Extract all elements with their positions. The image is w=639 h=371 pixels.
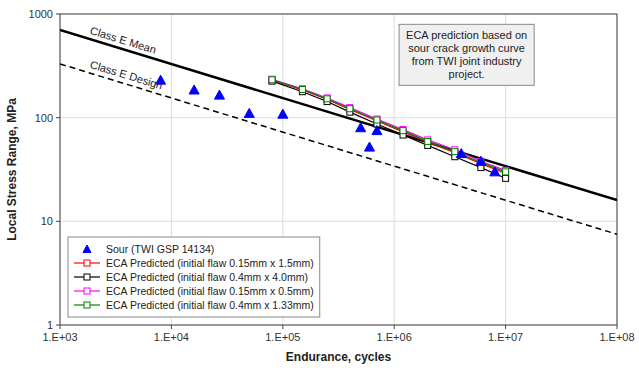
point bbox=[374, 118, 380, 124]
reference-line-label: Class E Design bbox=[89, 58, 164, 91]
point bbox=[490, 167, 500, 176]
reference-line bbox=[60, 64, 617, 234]
x-axis-label: Endurance, cycles bbox=[286, 350, 392, 364]
legend-item: ECA Predicted (initial flaw 0.15mm x 0.5… bbox=[74, 285, 314, 297]
annotation-text: ECA prediction based onsour crack growth… bbox=[406, 29, 527, 80]
y-tick bbox=[56, 14, 60, 15]
series bbox=[269, 76, 509, 173]
x-tick-label: 1.E+05 bbox=[265, 331, 300, 343]
legend: Sour (TWI GSP 14134) ECA Predicted (initi… bbox=[68, 237, 320, 317]
point bbox=[374, 116, 380, 122]
point bbox=[425, 138, 431, 144]
point bbox=[452, 149, 458, 155]
point bbox=[324, 95, 330, 101]
annotation-box bbox=[399, 24, 534, 85]
point bbox=[299, 86, 305, 92]
x-tick-label: 1.E+03 bbox=[42, 331, 77, 343]
legend-item: ECA Predicted (initial flaw 0.4mm x 1.33… bbox=[74, 299, 314, 311]
legend-label: Sour (TWI GSP 14134) bbox=[106, 243, 214, 255]
reference-line-label: Class E Mean bbox=[89, 24, 158, 55]
legend-item: Sour (TWI GSP 14134) bbox=[83, 243, 214, 255]
legend-label: ECA Predicted (initial flaw 0.15mm x 1.5… bbox=[106, 257, 314, 269]
series bbox=[269, 77, 509, 175]
series bbox=[269, 78, 509, 181]
annotation: ECA prediction based onsour crack growth… bbox=[399, 24, 534, 85]
point bbox=[425, 139, 431, 145]
legend-swatch-marker bbox=[84, 288, 90, 294]
annotation-line: from TWI joint industry bbox=[412, 55, 522, 67]
point bbox=[456, 149, 466, 158]
x-tick-label: 1.E+07 bbox=[488, 331, 523, 343]
x-tick-label: 1.E+06 bbox=[377, 331, 412, 343]
point bbox=[347, 106, 353, 112]
y-axis-label: Local Stress Range, MPa bbox=[5, 98, 19, 241]
point bbox=[269, 77, 275, 83]
legend-swatch-marker bbox=[84, 302, 90, 308]
x-tick bbox=[60, 325, 61, 329]
point bbox=[299, 87, 305, 93]
point bbox=[299, 86, 305, 92]
y-tick-label: 1 bbox=[47, 319, 53, 331]
x-tick bbox=[505, 325, 506, 329]
legend-label: ECA Predicted (initial flaw 0.4mm x 4.0m… bbox=[106, 271, 308, 283]
annotation-line: sour crack growth curve bbox=[408, 42, 525, 54]
series-line bbox=[272, 81, 506, 178]
legend-swatch-marker bbox=[84, 274, 90, 280]
series bbox=[269, 77, 509, 176]
y-tick bbox=[56, 221, 60, 222]
point bbox=[278, 109, 288, 118]
y-grid-line bbox=[60, 221, 617, 222]
x-tick bbox=[282, 325, 283, 329]
x-tick bbox=[394, 325, 395, 329]
point bbox=[476, 156, 486, 165]
y-tick-label: 10 bbox=[41, 215, 53, 227]
series-line bbox=[272, 80, 506, 172]
point bbox=[372, 126, 382, 135]
grid bbox=[60, 14, 617, 325]
point bbox=[503, 169, 509, 175]
plot-area bbox=[60, 14, 617, 325]
chart: 1.E+03 1.E+04 1.E+05 1.E+06 1.E+07 1.E+08 1 10 1… bbox=[0, 0, 639, 371]
point bbox=[269, 77, 275, 83]
point bbox=[374, 117, 380, 123]
x-tick-label: 1.E+04 bbox=[154, 331, 189, 343]
y-tick-label: 100 bbox=[35, 112, 53, 124]
y-tick bbox=[56, 325, 60, 326]
point bbox=[356, 123, 366, 132]
x-tick-label: 1.E+08 bbox=[599, 331, 634, 343]
legend-swatch-marker bbox=[84, 260, 90, 266]
legend-item: ECA Predicted (initial flaw 0.4mm x 4.0m… bbox=[74, 271, 308, 283]
plot-frame bbox=[60, 14, 617, 325]
point bbox=[503, 175, 509, 181]
point bbox=[214, 90, 224, 99]
point bbox=[400, 128, 406, 134]
point bbox=[244, 108, 254, 117]
point bbox=[324, 96, 330, 102]
point bbox=[189, 85, 199, 94]
x-grid-line bbox=[394, 14, 395, 325]
legend-swatch-marker bbox=[83, 245, 91, 253]
point bbox=[269, 76, 275, 82]
y-tick bbox=[56, 117, 60, 118]
legend-item: ECA Predicted (initial flaw 0.15mm x 1.5… bbox=[74, 257, 314, 269]
point bbox=[324, 96, 330, 102]
y-grid-line bbox=[60, 117, 617, 118]
legend-box bbox=[68, 237, 320, 317]
x-tick bbox=[617, 325, 618, 329]
x-tick bbox=[171, 325, 172, 329]
point bbox=[347, 106, 353, 112]
y-tick-label: 1000 bbox=[29, 8, 53, 20]
series bbox=[156, 75, 500, 176]
point bbox=[364, 142, 374, 151]
legend-label: ECA Predicted (initial flaw 0.4mm x 1.33… bbox=[106, 299, 314, 311]
annotation-line: project. bbox=[449, 68, 485, 80]
point bbox=[452, 150, 458, 156]
legend-label: ECA Predicted (initial flaw 0.15mm x 0.5… bbox=[106, 285, 314, 297]
annotation-line: ECA prediction based on bbox=[406, 29, 527, 41]
